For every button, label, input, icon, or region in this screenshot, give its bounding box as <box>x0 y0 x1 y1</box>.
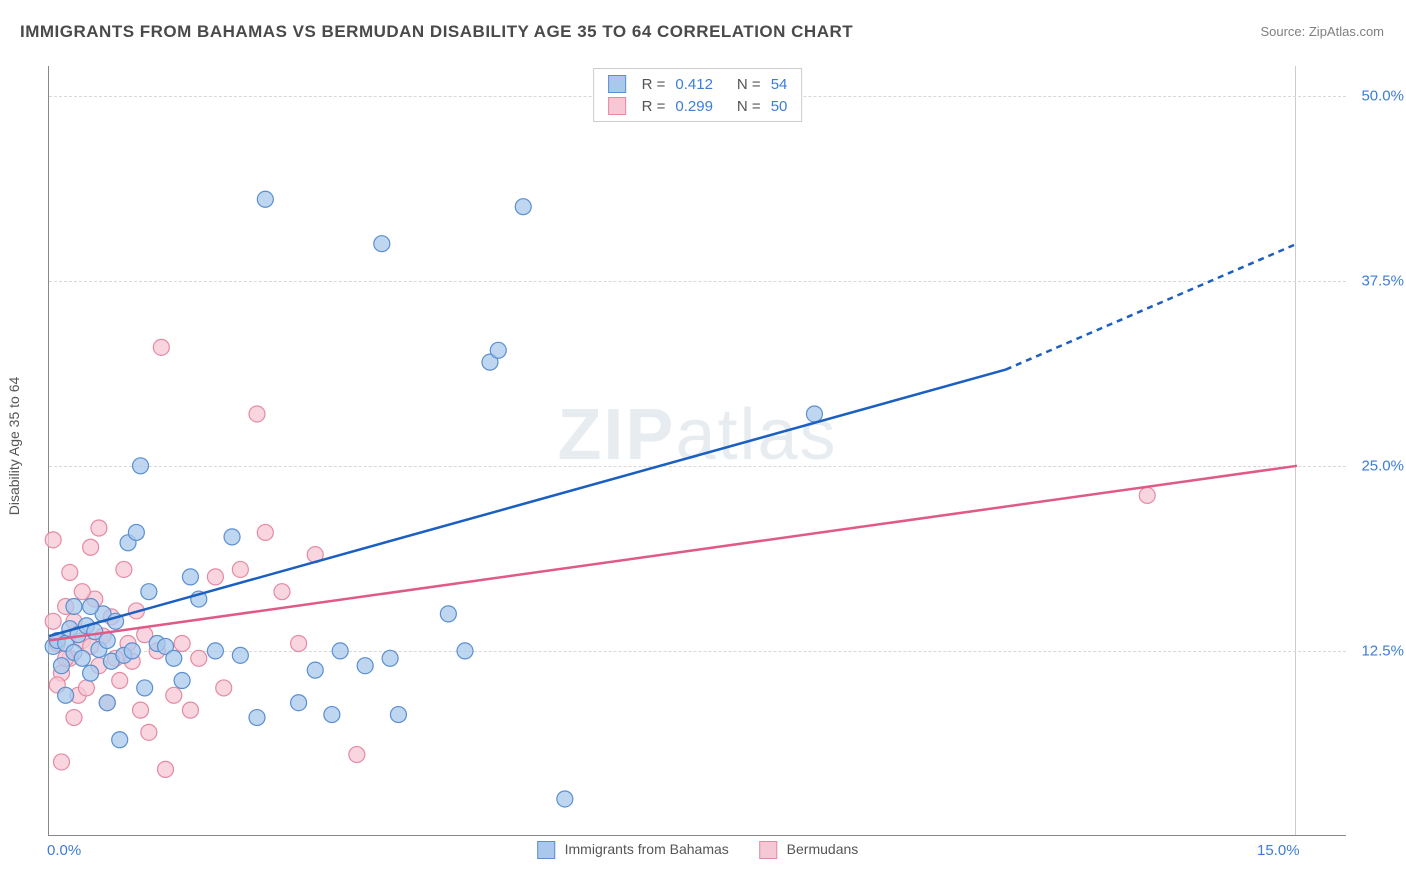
stats-n-label: N = <box>737 98 761 115</box>
swatch-series-1 <box>608 75 626 93</box>
y-axis-label: Disability Age 35 to 64 <box>6 377 22 516</box>
stats-row-2: R = 0.299 N = 50 <box>608 95 788 117</box>
stats-r-label: R = <box>642 76 666 93</box>
stats-n-label: N = <box>737 76 761 93</box>
stats-r-label: R = <box>642 98 666 115</box>
stats-r-value-2: 0.299 <box>675 98 713 115</box>
stats-legend-box: R = 0.412 N = 54 R = 0.299 N = 50 <box>593 68 803 122</box>
stats-n-value-1: 54 <box>771 76 788 93</box>
legend-bottom: Immigrants from Bahamas Bermudans <box>537 841 859 859</box>
stats-row-1: R = 0.412 N = 54 <box>608 73 788 95</box>
swatch-icon <box>759 841 777 859</box>
legend-item-1: Immigrants from Bahamas <box>537 841 729 859</box>
swatch-series-2 <box>608 97 626 115</box>
stats-r-value-1: 0.412 <box>675 76 713 93</box>
legend-label-1: Immigrants from Bahamas <box>565 841 729 857</box>
scatter-plot-svg <box>49 66 1346 835</box>
source-label: Source: ZipAtlas.com <box>1260 24 1384 39</box>
chart-plot-area: ZIPatlas 12.5%25.0%37.5%50.0% 0.0%15.0% … <box>48 66 1346 836</box>
swatch-icon <box>537 841 555 859</box>
chart-title: IMMIGRANTS FROM BAHAMAS VS BERMUDAN DISA… <box>20 22 853 42</box>
stats-n-value-2: 50 <box>771 98 788 115</box>
legend-item-2: Bermudans <box>759 841 858 859</box>
legend-label-2: Bermudans <box>787 841 859 857</box>
